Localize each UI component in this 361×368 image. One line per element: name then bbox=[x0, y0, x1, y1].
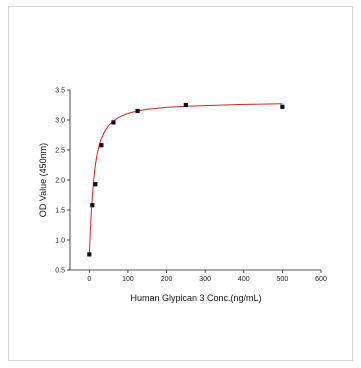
x-tick-label: 400 bbox=[238, 276, 250, 283]
chart-frame bbox=[8, 6, 353, 361]
data-point bbox=[87, 252, 92, 257]
data-points bbox=[87, 102, 285, 257]
data-point bbox=[90, 203, 95, 208]
x-axis-label: Human Glypican 3 Conc.(ng/mL) bbox=[130, 293, 261, 303]
data-point bbox=[93, 182, 98, 187]
y-tick-label: 3.0 bbox=[55, 118, 65, 125]
data-point bbox=[135, 108, 140, 114]
data-point bbox=[99, 143, 104, 148]
y-axis-label: OD Value (450nm) bbox=[38, 143, 48, 217]
x-tick-label: 600 bbox=[315, 276, 327, 283]
y-tick-label: 0.5 bbox=[55, 268, 65, 275]
x-ticks: 0 100 200 300 400 500 600 bbox=[87, 270, 327, 283]
data-point bbox=[280, 104, 285, 109]
y-tick-label: 2.0 bbox=[55, 178, 65, 185]
fit-curve bbox=[88, 103, 283, 255]
y-tick-label: 2.5 bbox=[55, 148, 65, 155]
y-ticks: 0.5 1.0 1.5 2.0 2.5 3.0 3.5 bbox=[55, 88, 70, 275]
data-point bbox=[183, 102, 188, 108]
x-tick-label: 500 bbox=[277, 276, 289, 283]
x-tick-label: 0 bbox=[87, 276, 91, 283]
y-tick-label: 3.5 bbox=[55, 88, 65, 95]
x-tick-label: 200 bbox=[161, 276, 173, 283]
x-tick-label: 100 bbox=[122, 276, 134, 283]
x-tick-label: 300 bbox=[199, 276, 211, 283]
y-tick-label: 1.5 bbox=[55, 208, 65, 215]
y-tick-label: 1.0 bbox=[55, 238, 65, 245]
data-point bbox=[111, 120, 116, 125]
